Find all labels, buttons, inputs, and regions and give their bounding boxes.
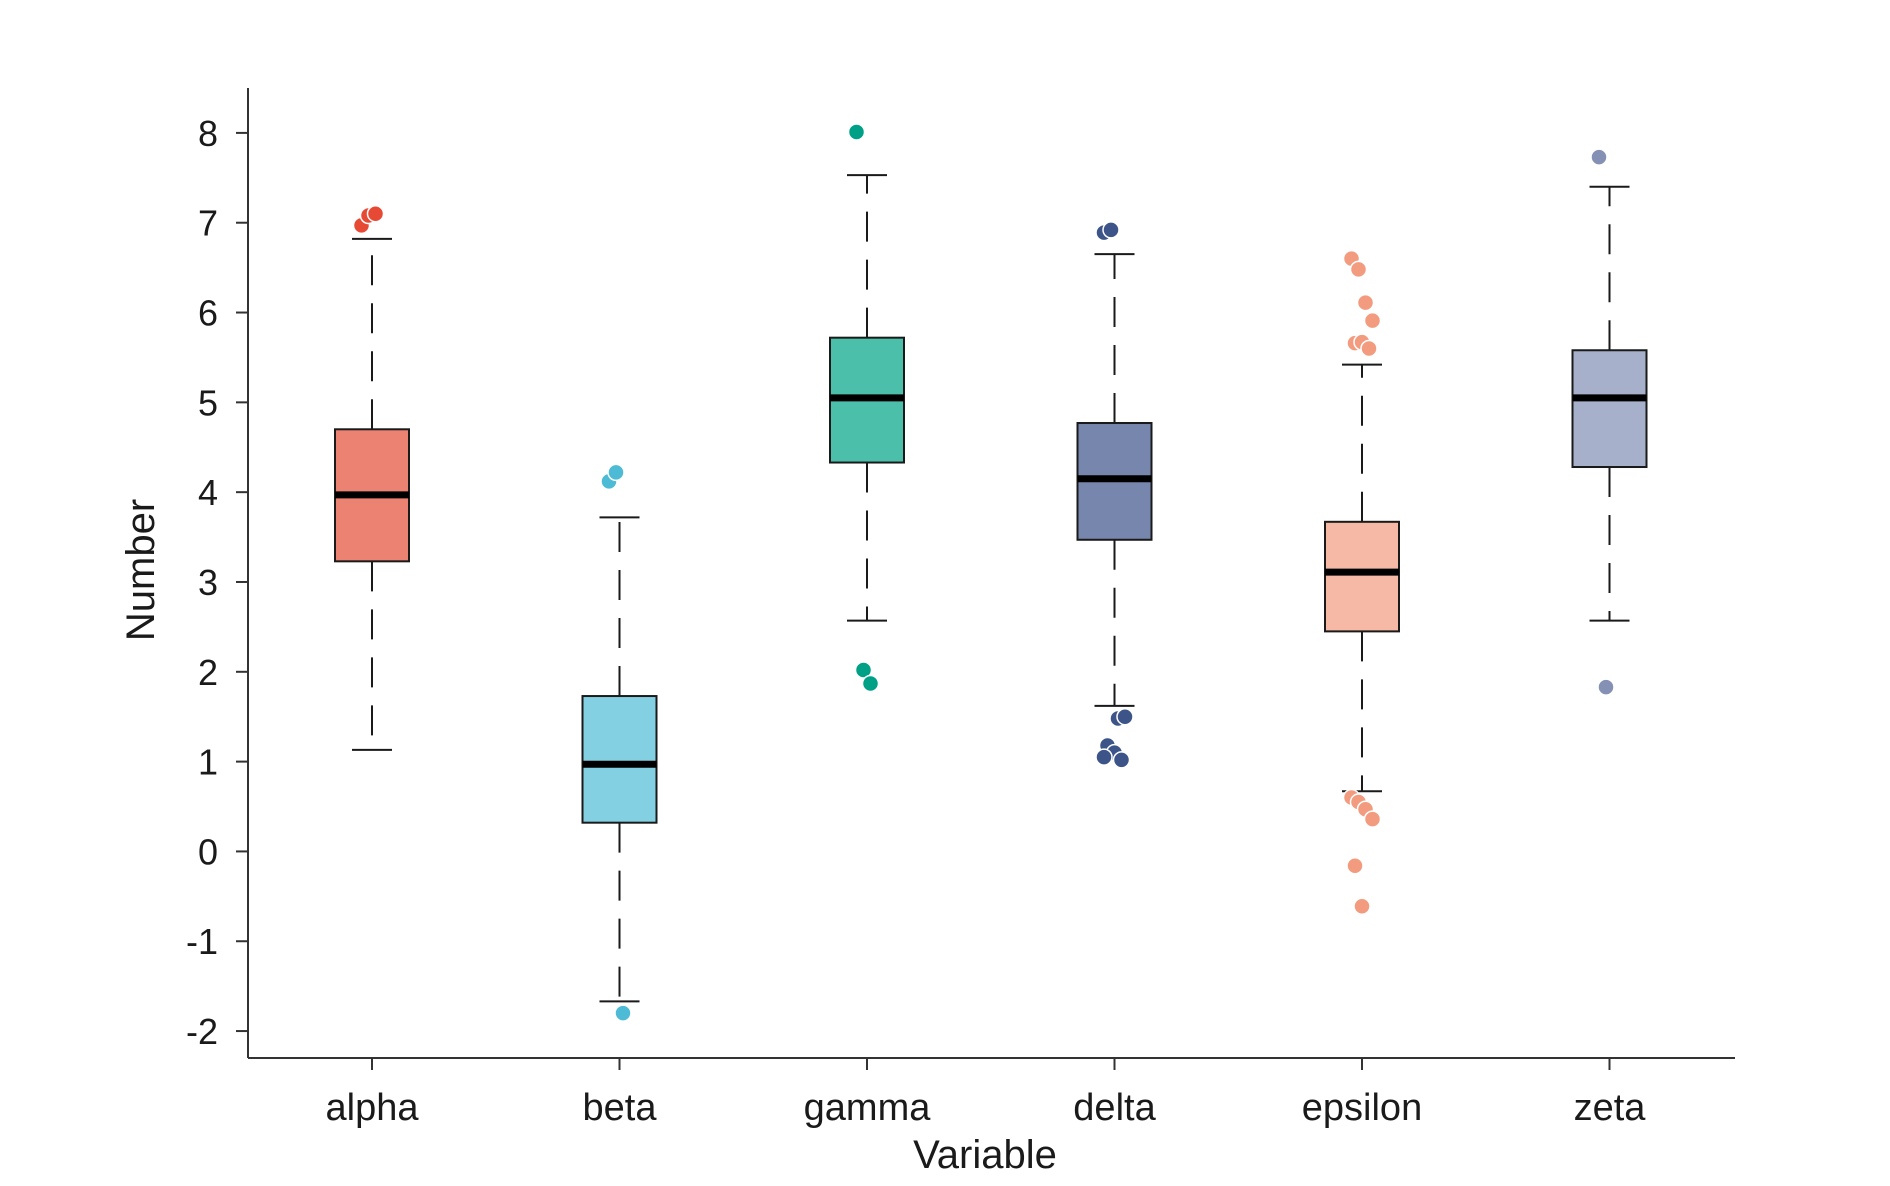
outlier-point (1112, 751, 1131, 769)
outlier-point (1102, 221, 1120, 239)
outlier-point (614, 1004, 632, 1022)
outlier-point (1346, 857, 1364, 875)
outlier-point (1116, 707, 1134, 726)
outlier-point (1360, 339, 1378, 358)
y-tick-label: 3 (198, 562, 218, 603)
axes: -2 -1 0 1 2 3 4 5 6 7 8 alpha beta gamma delta epsilon z… (186, 88, 1735, 1129)
iqr-box (1324, 520, 1400, 633)
y-tick-label: 5 (198, 382, 218, 423)
box-delta (1076, 253, 1153, 707)
y-tick-label: 7 (198, 203, 218, 244)
outlier-point (847, 123, 866, 141)
outlier-point (1353, 897, 1371, 915)
y-axis-label: Number (119, 499, 163, 641)
x-axis-label: Variable (913, 1133, 1057, 1177)
iqr-box (1571, 349, 1648, 469)
outlier-point (1597, 678, 1615, 696)
outlier-point (1356, 293, 1375, 312)
outlier-point (861, 674, 880, 693)
x-tick-label: alpha (326, 1087, 420, 1129)
outlier-point (1363, 311, 1382, 330)
x-tick-label: beta (583, 1087, 658, 1129)
y-tick-label: 6 (198, 293, 218, 334)
outlier-point (1590, 148, 1608, 166)
x-tick-label: zeta (1574, 1087, 1647, 1129)
outlier-point (1363, 810, 1382, 828)
y-tick-label: 4 (198, 472, 218, 513)
box-zeta (1571, 185, 1648, 622)
outlier-points (352, 123, 1615, 1022)
y-tick-label: 1 (198, 742, 218, 783)
y-tick-label: 8 (198, 113, 218, 154)
boxes (334, 174, 1648, 1003)
y-tick-label: 0 (198, 831, 218, 872)
y-tick-label: -2 (186, 1011, 218, 1052)
outlier-point (1095, 748, 1113, 766)
x-tick-label: delta (1073, 1087, 1156, 1129)
outlier-point (366, 204, 385, 223)
box-alpha (334, 237, 410, 751)
outlier-point (1349, 260, 1368, 279)
x-tick-label: epsilon (1302, 1087, 1422, 1129)
outlier-point (607, 463, 625, 482)
outlier-point (854, 661, 873, 679)
box-gamma (829, 174, 905, 622)
x-tick-label: gamma (804, 1087, 932, 1129)
y-tick-label: 2 (198, 652, 218, 693)
iqr-box (581, 695, 658, 824)
y-tick-label: -1 (186, 921, 218, 962)
box-epsilon (1324, 363, 1400, 793)
box-beta (581, 516, 658, 1003)
